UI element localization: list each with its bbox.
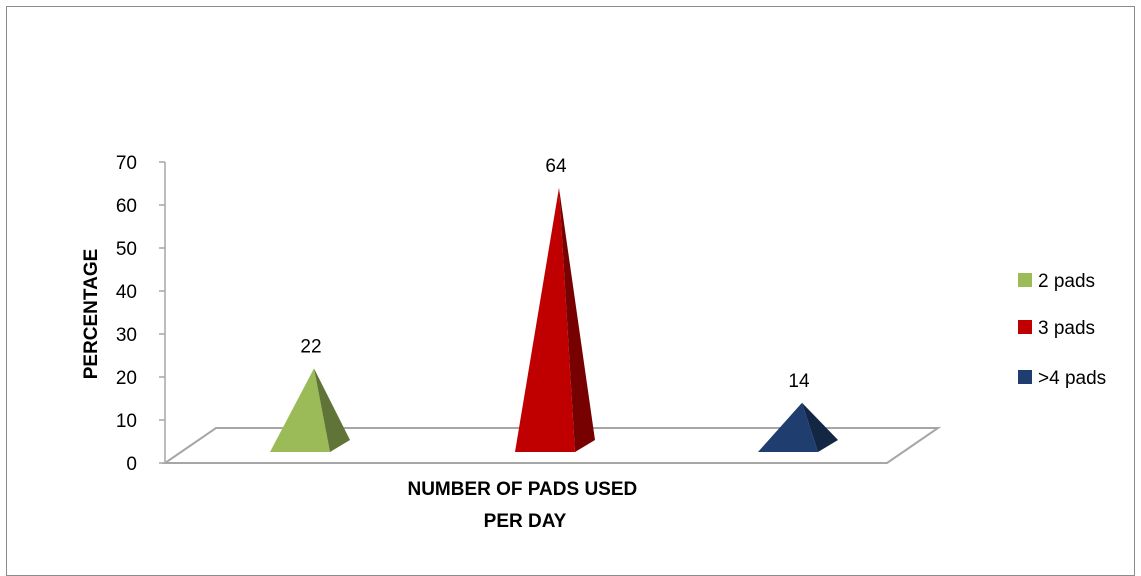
data-label: 14 [788, 371, 810, 392]
y-axis-title: PERCENTAGE [81, 249, 102, 380]
legend-label: 2 pads [1038, 271, 1095, 292]
pyramid-bar [515, 187, 595, 453]
y-tick-label: 50 [116, 239, 137, 260]
pyramid-bar [758, 402, 838, 452]
legend-swatch [1018, 320, 1032, 334]
data-labels: 22 64 14 [300, 156, 810, 392]
y-tick-label: 30 [116, 325, 137, 346]
y-tick-label: 20 [116, 368, 137, 389]
legend: 2 pads 3 pads >4 pads [1018, 271, 1106, 389]
y-tick-label: 10 [116, 411, 137, 432]
x-axis-title-line-2: PER DAY [484, 511, 567, 532]
data-label: 22 [300, 336, 321, 357]
y-tick-label: 70 [116, 153, 137, 174]
pyramid-side-face [559, 187, 595, 453]
y-tick-label: 60 [116, 196, 137, 217]
y-axis: 0 10 20 30 40 50 60 70 [116, 153, 166, 475]
data-label: 64 [545, 156, 567, 177]
pyramid-front-face [270, 368, 330, 452]
pyramid-side-face [314, 368, 350, 452]
y-tick-label: 40 [116, 282, 137, 303]
legend-swatch [1018, 273, 1032, 287]
x-axis-title: NUMBER OF PADS USED PER DAY [407, 479, 642, 532]
legend-label: 3 pads [1038, 318, 1095, 339]
pyramid-front-face [758, 402, 818, 452]
pyramid-bar [270, 368, 350, 452]
x-axis-title-line-1: NUMBER OF PADS USED [407, 479, 637, 500]
y-tick-label: 0 [126, 454, 137, 475]
legend-label: >4 pads [1038, 368, 1106, 389]
pyramid-front-face [515, 187, 575, 453]
pyramid-bars [270, 187, 838, 453]
pyramid-side-face [802, 402, 838, 452]
legend-swatch [1018, 370, 1032, 384]
